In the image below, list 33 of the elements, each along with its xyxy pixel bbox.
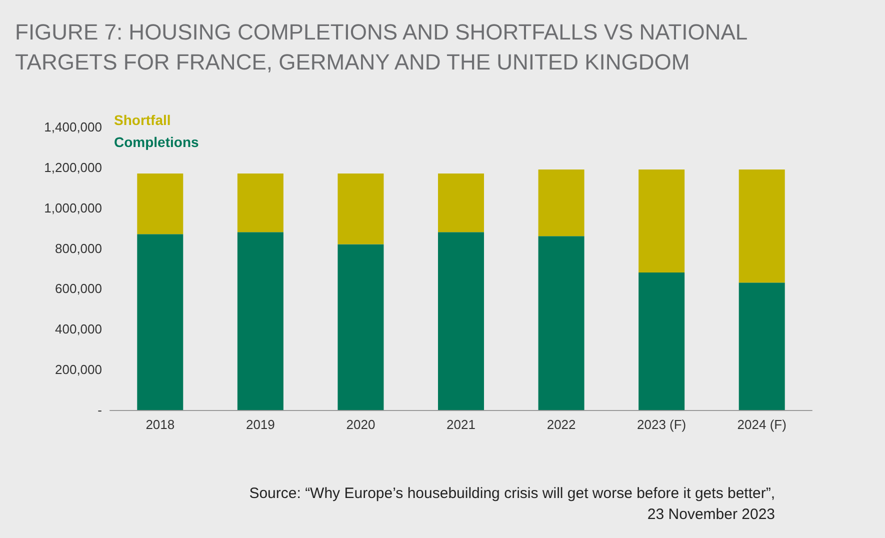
bar	[538, 169, 584, 236]
bar	[137, 173, 184, 234]
x-tick-label: 2020	[346, 417, 376, 432]
x-tick-label: 2023 (F)	[637, 417, 686, 432]
bar	[338, 244, 384, 410]
bar	[438, 173, 484, 232]
bar	[738, 169, 785, 283]
text: Shortfall	[114, 112, 171, 128]
bar	[237, 232, 284, 410]
x-tick-label: 2019	[246, 417, 275, 432]
text: Completions	[114, 134, 199, 150]
bar	[538, 236, 584, 410]
x-tick-label: 2024 (F)	[737, 417, 786, 432]
x-tick-label: 2022	[546, 417, 576, 432]
source-note: Source: “Why Europe’s housebuilding crisis will get worse before it gets better”, 23 November 2023	[249, 485, 776, 523]
y-tick-label: 600,000	[55, 281, 102, 296]
x-tick-label: 2018	[146, 417, 175, 432]
bar	[237, 173, 284, 232]
y-tick-label: 200,000	[55, 362, 102, 378]
bar	[438, 232, 484, 410]
y-tick-label: 1,400,000	[44, 120, 102, 134]
bar	[638, 272, 685, 410]
y-tick-label: 1,200,000	[44, 160, 102, 175]
bar	[338, 173, 384, 244]
y-tick-label: 800,000	[55, 240, 102, 256]
y-tick-label: 1,000,000	[44, 200, 102, 216]
y-tick-label: 400,000	[55, 322, 102, 337]
x-tick-label: 2021	[446, 417, 476, 432]
chart-title: FIGURE 7: HOUSING COMPLETIONS AND SHORTFALLS VS NATIONAL TARGETS FOR FRANCE, GERMANY AND THE UNITED KINGDOM	[15, 20, 753, 74]
bar	[137, 234, 184, 410]
bar	[738, 282, 785, 410]
bar	[638, 169, 685, 273]
y-tick-label: -	[98, 402, 102, 418]
